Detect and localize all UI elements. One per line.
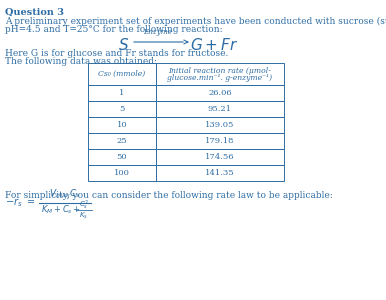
Text: 179.18: 179.18 — [205, 137, 235, 145]
Text: 25: 25 — [117, 137, 127, 145]
Bar — [156, 101, 284, 117]
Bar — [156, 85, 284, 101]
Text: 10: 10 — [117, 121, 127, 129]
Bar — [88, 117, 156, 133]
Text: A preliminary experiment set of experiments have been conducted with sucrose (su: A preliminary experiment set of experime… — [5, 17, 386, 26]
Text: glucose.min⁻¹. g-enzyme⁻¹): glucose.min⁻¹. g-enzyme⁻¹) — [168, 74, 273, 82]
Bar — [156, 117, 284, 133]
Text: 141.35: 141.35 — [205, 169, 235, 177]
Bar — [156, 63, 284, 85]
Text: Question 3: Question 3 — [5, 8, 64, 17]
Bar — [88, 101, 156, 117]
Text: $K_M + C_s +$: $K_M + C_s +$ — [41, 204, 81, 216]
Bar — [156, 133, 284, 149]
Text: $\mathit{S}$: $\mathit{S}$ — [118, 37, 129, 53]
Bar — [88, 85, 156, 101]
Bar — [88, 149, 156, 165]
Text: $\mathit{G + Fr}$: $\mathit{G + Fr}$ — [190, 37, 239, 53]
Text: 100: 100 — [114, 169, 130, 177]
Text: $-r_s\ =$: $-r_s\ =$ — [5, 196, 35, 209]
Text: 174.56: 174.56 — [205, 153, 235, 161]
Bar — [156, 149, 284, 165]
Bar — [88, 165, 156, 181]
Text: Here G is for glucose and Fr stands for fructose.: Here G is for glucose and Fr stands for … — [5, 49, 229, 58]
Text: Enzyme: Enzyme — [143, 28, 172, 36]
Text: For simplicity, you can consider the following rate law to be applicable:: For simplicity, you can consider the fol… — [5, 191, 333, 200]
Text: Cs₀ (mmole): Cs₀ (mmole) — [98, 70, 146, 78]
Text: $V_{max}C_s$: $V_{max}C_s$ — [49, 188, 81, 200]
Text: 5: 5 — [119, 105, 125, 113]
Text: 50: 50 — [117, 153, 127, 161]
Text: pH=4.5 and T=25°C for the following reaction:: pH=4.5 and T=25°C for the following reac… — [5, 25, 223, 34]
Bar — [156, 165, 284, 181]
Text: 26.06: 26.06 — [208, 89, 232, 97]
Bar — [88, 133, 156, 149]
Text: The following data was obtained:: The following data was obtained: — [5, 57, 157, 66]
Text: $K_s$: $K_s$ — [80, 211, 88, 221]
Bar — [88, 63, 156, 85]
Text: 1: 1 — [119, 89, 125, 97]
Text: $C_s^2$: $C_s^2$ — [79, 198, 89, 212]
Text: 139.05: 139.05 — [205, 121, 235, 129]
Text: Initial reaction rate (μmol-: Initial reaction rate (μmol- — [169, 67, 271, 75]
Text: 95.21: 95.21 — [208, 105, 232, 113]
